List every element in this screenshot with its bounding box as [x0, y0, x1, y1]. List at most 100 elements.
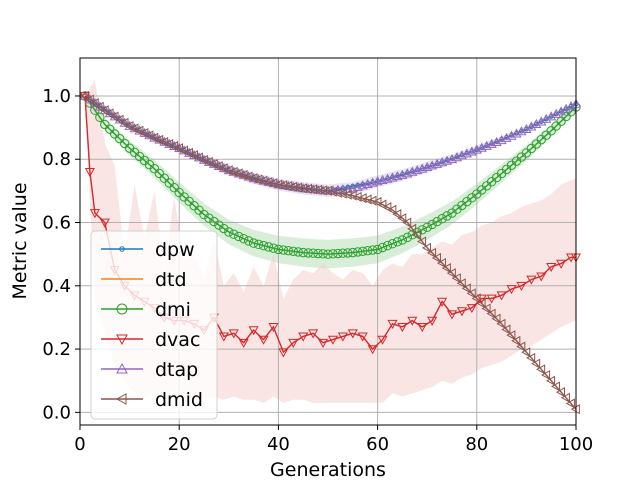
point-dmid — [149, 132, 159, 143]
point-dvac — [218, 332, 229, 342]
point-dmi — [268, 243, 279, 253]
point-dvac — [387, 319, 398, 329]
point-dmid — [124, 120, 134, 132]
point-dmid — [436, 257, 446, 269]
point-dvac — [516, 281, 527, 292]
point-dmid — [560, 392, 570, 403]
point-dmid — [293, 182, 303, 193]
point-dmid — [466, 288, 476, 299]
point-dvac — [258, 335, 269, 345]
point-dmid — [536, 364, 546, 375]
x-tick-label: 60 — [366, 434, 389, 455]
point-dmi — [293, 247, 303, 257]
point-dvac — [496, 291, 507, 301]
point-dmid — [283, 181, 293, 192]
legend-marker-dtap — [116, 362, 128, 374]
point-dmi — [248, 238, 259, 248]
point-dmid — [496, 318, 506, 329]
point-dmi — [367, 245, 378, 255]
point-dmid — [94, 101, 104, 112]
point-dtap — [556, 106, 567, 116]
point-dmid — [402, 217, 412, 228]
point-dmid — [521, 347, 531, 358]
point-dmi — [105, 124, 115, 134]
point-dtap — [541, 113, 552, 123]
point-dmi — [263, 242, 274, 252]
point-dmi — [234, 231, 244, 242]
point-dmi — [149, 164, 160, 174]
point-dvac — [357, 332, 368, 342]
point-dmid — [203, 156, 213, 168]
point-dmid — [173, 143, 184, 154]
point-dvac — [308, 329, 319, 339]
point-dvac — [397, 323, 408, 333]
point-dmid — [486, 308, 496, 319]
point-dmi — [219, 223, 229, 234]
point-dmi — [382, 240, 393, 251]
x-tick-label: 20 — [168, 434, 191, 455]
point-dmi — [313, 248, 323, 259]
point-dmid — [441, 263, 451, 274]
point-dmid — [159, 136, 169, 147]
point-dvac — [486, 294, 497, 304]
point-dmid — [550, 381, 561, 392]
legend-marker-dpw — [119, 246, 125, 252]
point-dmid — [208, 159, 218, 170]
legend-marker-dmid — [115, 393, 127, 405]
point-dmi — [283, 245, 294, 256]
point-dmi — [308, 248, 318, 258]
y-tick-label: 0.0 — [42, 402, 71, 423]
point-dmid — [531, 358, 541, 369]
point-dmi — [303, 248, 313, 258]
point-dtap — [184, 147, 195, 157]
point-dmid — [526, 352, 536, 363]
point-dmi — [209, 216, 219, 227]
point-dmid — [565, 398, 575, 409]
point-dmi — [278, 245, 289, 255]
point-dvac — [546, 262, 557, 273]
point-dmi — [362, 245, 373, 256]
point-dmid — [516, 341, 526, 352]
point-dvac — [248, 326, 259, 336]
point-dvac — [476, 294, 487, 304]
point-dvac — [466, 304, 477, 314]
point-dtap — [565, 101, 577, 111]
point-dmid — [114, 114, 124, 125]
x-tick-label: 0 — [74, 434, 85, 455]
x-axis-label: Generations — [270, 459, 386, 480]
point-dmi — [199, 209, 209, 220]
point-dvac — [228, 329, 239, 339]
point-dmid — [104, 108, 114, 119]
point-dmid — [312, 184, 322, 195]
point-dmid — [456, 278, 466, 289]
point-dmi — [358, 246, 368, 257]
point-dmid — [397, 213, 407, 224]
point-dmid — [392, 209, 402, 220]
point-dmid — [129, 123, 139, 134]
legend-marker-dmi — [116, 303, 128, 315]
point-dmi — [442, 211, 452, 221]
point-dmi — [556, 116, 566, 126]
point-dvac — [337, 332, 348, 342]
band-dtap — [84, 94, 577, 198]
point-dmid — [198, 154, 208, 165]
point-dmi — [229, 229, 239, 239]
point-dmi — [377, 242, 388, 253]
plot-frame — [79, 57, 577, 426]
point-dmid — [412, 230, 422, 241]
point-dmid — [109, 111, 119, 122]
point-dmid — [382, 202, 392, 213]
point-dmi — [243, 236, 254, 246]
point-dvac — [536, 272, 547, 282]
point-dmi — [154, 168, 165, 179]
point-dmi — [204, 213, 214, 223]
point-dmid — [501, 324, 511, 335]
point-dmid — [407, 223, 417, 234]
point-dvac — [427, 316, 438, 326]
legend-box — [90, 230, 218, 420]
point-dmi — [432, 216, 442, 227]
point-dmid — [426, 247, 437, 258]
point-dmi — [343, 248, 353, 258]
point-dmid — [288, 181, 298, 192]
point-dmid — [387, 204, 397, 215]
